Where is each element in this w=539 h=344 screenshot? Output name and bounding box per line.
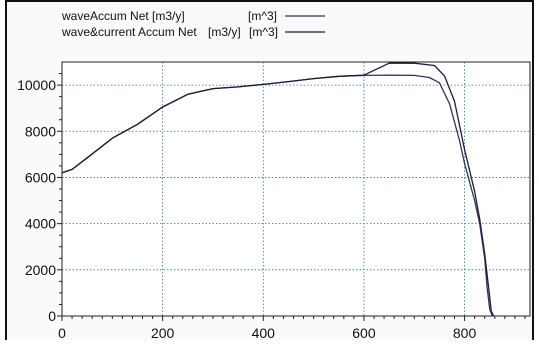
x-tick-label-0: 0	[58, 325, 66, 341]
legend-unit2-series-2: [m^3]	[249, 25, 278, 39]
y-tick-label-4: 8000	[25, 123, 56, 139]
series-line-2	[61, 62, 495, 317]
legend-unit2-series-1: [m^3]	[248, 9, 277, 23]
legend: waveAccum Net [m3/y] [m^3] wave&current …	[61, 9, 325, 39]
x-tick-label-4: 800	[453, 325, 477, 341]
legend-unit1-series-1: [m3/y]	[152, 9, 185, 23]
x-tick-label-1: 200	[151, 325, 175, 341]
x-tick-label-3: 600	[352, 325, 376, 341]
y-tick-label-5: 10000	[17, 77, 56, 93]
legend-label-series-2: wave&current Accum Net	[61, 25, 197, 39]
y-tick-label-1: 2000	[25, 262, 56, 278]
x-tick-label-2: 400	[252, 325, 276, 341]
y-tick-label-2: 4000	[25, 216, 56, 232]
y-tick-label-3: 6000	[25, 169, 56, 185]
legend-unit1-series-2: [m3/y]	[208, 25, 241, 39]
series-lines	[61, 62, 495, 317]
grid	[62, 62, 530, 316]
y-tick-label-0: 0	[48, 308, 56, 324]
plot-area	[61, 61, 531, 317]
legend-label-series-1: waveAccum Net	[61, 9, 149, 23]
